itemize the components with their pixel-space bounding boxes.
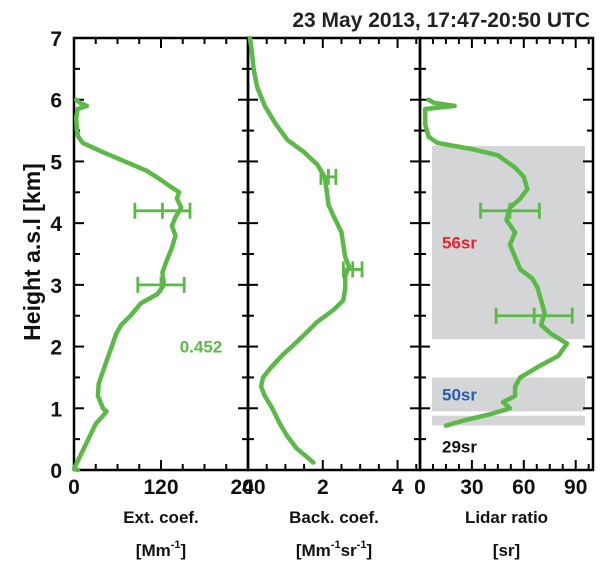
- y-tick-label: 5: [50, 151, 62, 174]
- band-label: 50sr: [442, 385, 477, 404]
- x-axis-unit-part: -1: [357, 539, 367, 551]
- y-tick-label: 4: [50, 213, 62, 236]
- x-axis-unit: [Mm-1sr-1]: [296, 539, 372, 560]
- y-tick-label: 2: [50, 337, 62, 360]
- error-bar: [133, 202, 192, 219]
- profile-line: [247, 35, 352, 465]
- panel-frame: [246, 36, 422, 472]
- band-label: 56sr: [442, 234, 477, 253]
- x-axis-unit-part: -1: [171, 539, 181, 551]
- x-tick-label: 120: [143, 476, 178, 499]
- error-bar: [479, 202, 541, 219]
- error-bar: [319, 168, 338, 185]
- band-label: 29sr: [442, 438, 477, 457]
- x-axis-unit: [Mm-1]: [136, 539, 186, 560]
- x-tick-label: 2: [317, 476, 329, 499]
- lidar-ratio-band-3: [432, 415, 585, 426]
- y-tick-label: 7: [50, 28, 62, 51]
- optical-depth-annotation: 0.452: [180, 338, 223, 357]
- x-tick-label: 4: [392, 476, 404, 499]
- x-axis-unit-part: ]: [366, 541, 372, 560]
- error-bar: [494, 307, 574, 324]
- y-tick-label: 3: [50, 275, 62, 298]
- profile-line: [422, 97, 570, 428]
- x-tick-label: 0: [242, 476, 254, 499]
- error-bar: [341, 261, 364, 278]
- y-axis-label: Height a.s.l [km]: [19, 163, 45, 341]
- x-tick-label: 60: [512, 476, 535, 499]
- x-axis-unit-part: [Mm: [136, 541, 171, 560]
- y-tick-label: 1: [50, 398, 62, 421]
- x-axis-unit-part: [sr]: [493, 541, 520, 560]
- x-tick-label: 30: [460, 476, 483, 499]
- x-tick-label: 0: [414, 476, 426, 499]
- profile-line: [71, 97, 184, 473]
- x-axis-label: Back. coef.: [289, 508, 379, 527]
- x-axis-unit: [sr]: [493, 541, 520, 560]
- x-axis-label: Ext. coef.: [123, 508, 199, 527]
- x-tick-label: 0: [68, 476, 80, 499]
- x-axis-unit-part: -1: [331, 539, 341, 551]
- x-axis-unit-part: sr: [341, 541, 357, 560]
- x-axis-label: Lidar ratio: [465, 508, 548, 527]
- panel-3: 0 30 60 90 Lidar ratio [sr] 56sr 50sr 29sr: [414, 36, 595, 560]
- x-axis-unit-part: ]: [181, 541, 187, 560]
- y-tick-label: 6: [50, 90, 62, 113]
- y-tick-label: 0: [50, 460, 62, 483]
- x-tick-label: 90: [564, 476, 587, 499]
- chart-title: 23 May 2013, 17:47-20:50 UTC: [292, 9, 590, 32]
- error-bar: [136, 276, 186, 293]
- x-tick-label: 240: [230, 476, 265, 499]
- x-axis-unit-part: [Mm: [296, 541, 331, 560]
